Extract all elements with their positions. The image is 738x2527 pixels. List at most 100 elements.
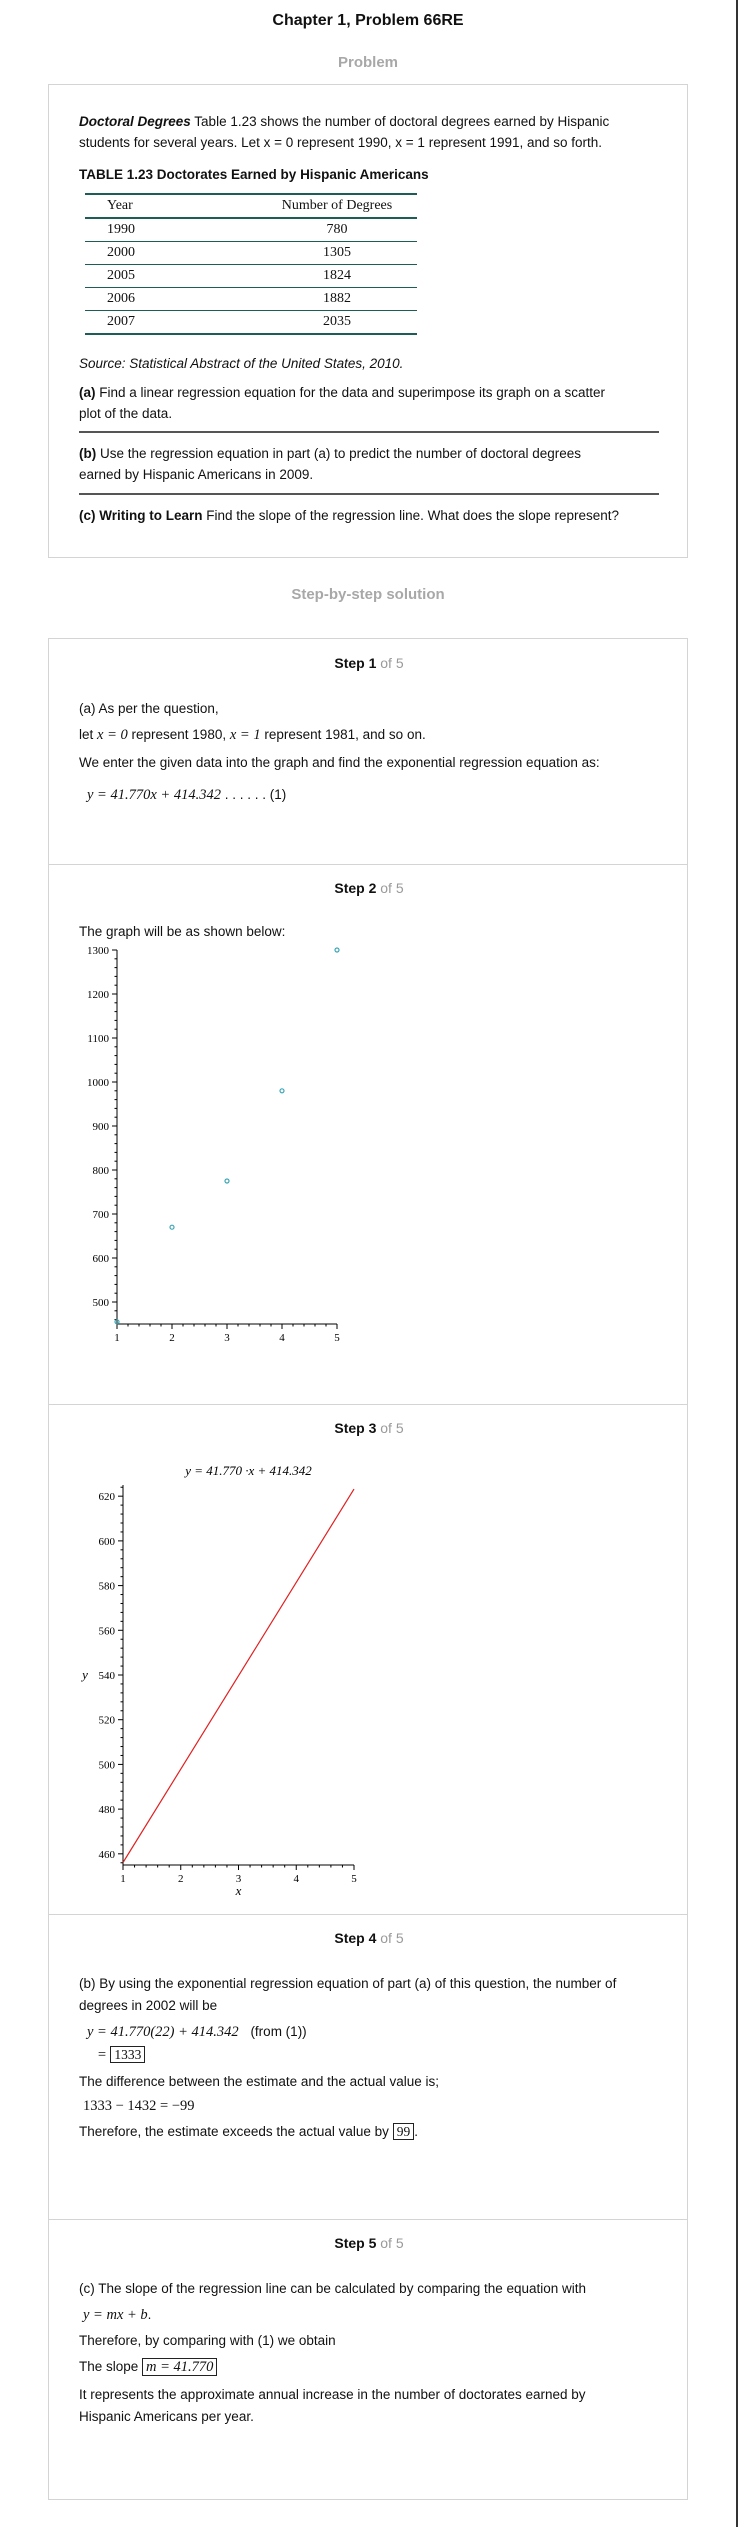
regression-equation: y = 41.770x + 414.342	[87, 787, 221, 803]
table-cell: 2005	[85, 264, 257, 288]
part-b-line1: Use the regression equation in part (a) …	[96, 446, 582, 461]
step-count: of 5	[376, 880, 404, 896]
text: .	[414, 2124, 418, 2139]
x-tick-label: 2	[178, 1873, 184, 1885]
step1-line1: (a) As per the question,	[79, 701, 219, 716]
step1-equation: y = 41.770x + 414.342 . . . . . . (1)	[87, 787, 286, 804]
x-tick-label: 3	[236, 1873, 242, 1885]
table-title: TABLE 1.23 Doctorates Earned by Hispanic…	[79, 167, 429, 182]
y-tick-label: 620	[99, 1491, 116, 1503]
x-tick-label: 5	[334, 1332, 340, 1344]
step-title: Step 2 of 5	[49, 880, 689, 896]
step2-line1: The graph will be as shown below:	[79, 924, 286, 939]
step-title: Step 5 of 5	[49, 2235, 689, 2251]
part-c: (c) Writing to Learn Find the slope of t…	[79, 505, 659, 526]
data-point	[279, 1088, 285, 1094]
prediction-equation: y = 41.770(22) + 414.342	[87, 2024, 239, 2040]
solution-box: Step 1 of 5 (a) As per the question, let…	[48, 638, 688, 2500]
part-a-line1: Find a linear regression equation for th…	[95, 385, 606, 400]
step-title: Step 3 of 5	[49, 1420, 689, 1436]
x-tick-label: 1	[120, 1873, 126, 1885]
y-tick-label: 700	[93, 1209, 110, 1221]
page-title: Chapter 1, Problem 66RE	[272, 12, 464, 29]
chart-title: y = 41.770 ·x + 414.342	[183, 1463, 312, 1478]
data-point	[169, 1224, 175, 1230]
step5-line2: Therefore, by comparing with (1) we obta…	[79, 2333, 336, 2348]
equals-sign: =	[97, 2047, 111, 2063]
slope-intercept-form: y = mx + b	[83, 2307, 148, 2323]
table-row: 2006 1882	[85, 287, 417, 311]
x-tick-label: 3	[224, 1332, 230, 1344]
step1-line2: let x = 0 represent 1980, x = 1 represen…	[79, 727, 426, 744]
step4-eq1: y = 41.770(22) + 414.342 (from (1))	[87, 2024, 307, 2041]
table-cell: 1882	[257, 287, 417, 311]
table-cell: 1824	[257, 264, 417, 288]
boxed-answer: 1333	[110, 2046, 146, 2063]
step5-line1: (c) The slope of the regression line can…	[79, 2281, 587, 2296]
part-c-label: (c) Writing to Learn	[79, 508, 203, 523]
step-count: of 5	[376, 1420, 404, 1436]
intro-bold: Doctoral Degrees	[79, 114, 191, 129]
y-axis-label: y	[80, 1667, 88, 1682]
step1-line3: We enter the given data into the graph a…	[79, 755, 600, 770]
step-count: of 5	[376, 2235, 404, 2251]
y-tick-label: 500	[99, 1759, 116, 1771]
table-cell: 2007	[85, 310, 257, 335]
y-tick-label: 460	[99, 1849, 116, 1861]
step-1: Step 1 of 5 (a) As per the question, let…	[49, 639, 687, 865]
part-a-line2: plot of the data.	[79, 406, 173, 421]
step-title: Step 1 of 5	[49, 655, 689, 671]
step-count: of 5	[376, 1930, 404, 1946]
part-c-text: Find the slope of the regression line. W…	[202, 508, 619, 523]
table-cell: 1990	[85, 218, 257, 242]
table-cell: 780	[257, 218, 417, 242]
step-title: Step 4 of 5	[49, 1930, 689, 1946]
problem-intro: Doctoral Degrees Table 1.23 shows the nu…	[79, 111, 659, 153]
step-5: Step 5 of 5 (c) The slope of the regress…	[49, 2219, 687, 2499]
table-row: 2007 2035	[85, 310, 417, 335]
x-tick-label: 5	[351, 1873, 357, 1885]
part-b-label: (b)	[79, 446, 97, 461]
step4-line1: (b) By using the exponential regression …	[79, 1976, 617, 1991]
table-row: 2000 1305	[85, 241, 417, 265]
part-a: (a) Find a linear regression equation fo…	[79, 382, 659, 424]
boxed-answer: 99	[392, 2123, 415, 2140]
boxed-answer: m = 41.770	[142, 2358, 218, 2376]
step-label: Step 3	[334, 1420, 377, 1436]
divider	[79, 431, 659, 433]
math-x1: x = 1	[229, 727, 261, 743]
equation-ref: (from (1))	[250, 2024, 307, 2039]
y-tick-label: 500	[93, 1297, 110, 1309]
data-point	[334, 947, 340, 953]
table-cell: 1305	[257, 241, 417, 265]
solution-heading: Step-by-step solution	[291, 586, 445, 603]
step-count: of 5	[376, 655, 404, 671]
step4-eq2: = 1333	[97, 2046, 146, 2064]
step4-line2: degrees in 2002 will be	[79, 1998, 218, 2013]
y-tick-label: 600	[93, 1253, 110, 1265]
table-source: Source: Statistical Abstract of the Unit…	[79, 356, 404, 371]
x-tick-label: 1	[114, 1332, 120, 1344]
table-cell: 2006	[85, 287, 257, 311]
step-label: Step 5	[334, 2235, 377, 2251]
y-tick-label: 560	[99, 1625, 116, 1637]
y-tick-label: 1000	[87, 1077, 110, 1089]
math-x0: x = 0	[97, 727, 128, 743]
y-tick-label: 900	[93, 1121, 110, 1133]
intro-line1: Table 1.23 shows the number of doctoral …	[190, 114, 610, 129]
data-point	[114, 1319, 120, 1325]
y-tick-label: 800	[93, 1165, 110, 1177]
data-point	[224, 1178, 230, 1184]
part-b-line2: earned by Hispanic Americans in 2009.	[79, 467, 314, 482]
text: let	[79, 727, 98, 742]
scatter-chart: 500 600 700 800 900 1000 1100 1200 1300 1 2 3 4 5	[87, 945, 340, 1344]
text: .	[147, 2307, 152, 2322]
y-tick-label: 520	[99, 1715, 116, 1727]
step5-eq1: y = mx + b.	[83, 2307, 151, 2324]
divider	[79, 493, 659, 495]
x-tick-label: 4	[294, 1873, 300, 1885]
step4-line4: Therefore, the estimate exceeds the actu…	[79, 2123, 418, 2140]
x-axis-label: x	[235, 1883, 242, 1898]
text: represent 1980,	[131, 727, 230, 742]
y-tick-label: 1300	[87, 945, 110, 957]
